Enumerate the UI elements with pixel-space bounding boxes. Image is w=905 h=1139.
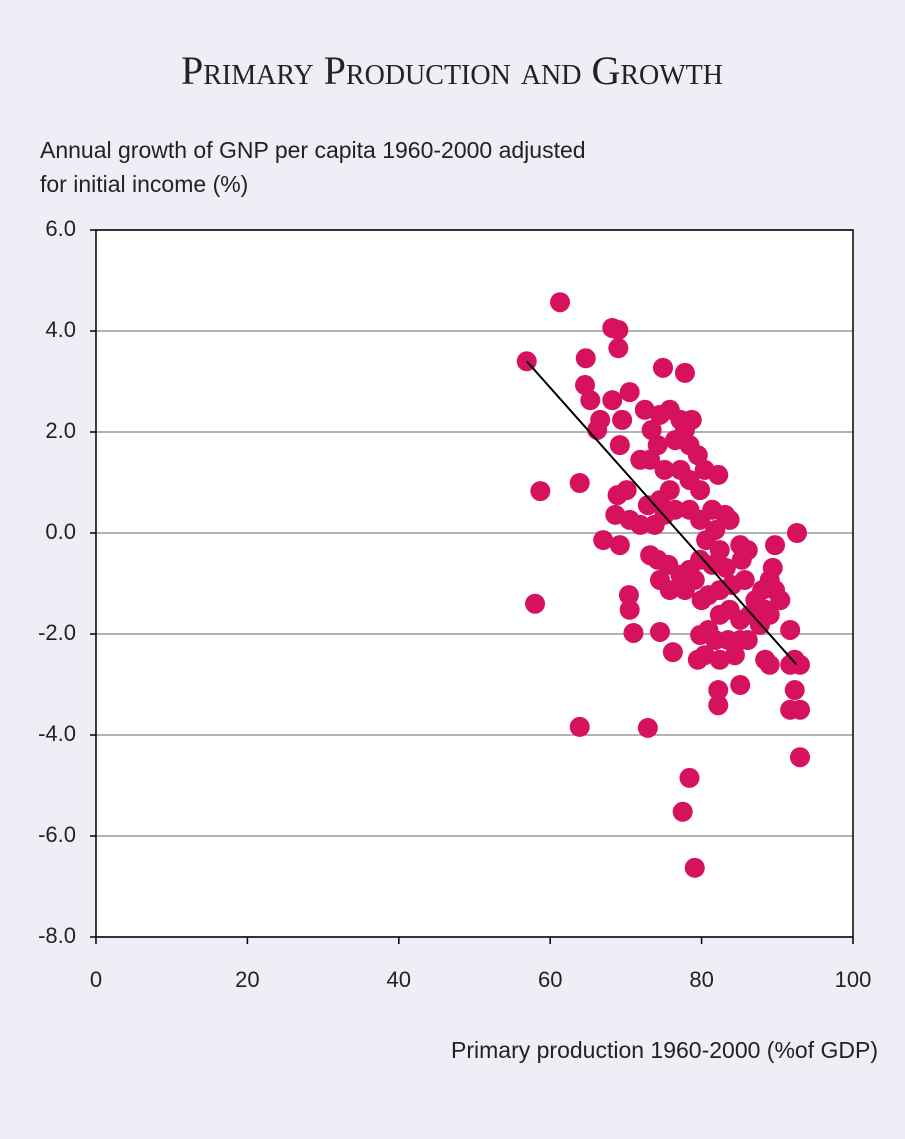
point [784, 680, 805, 701]
point [662, 642, 683, 663]
y-tick-label: -6.0 [38, 822, 76, 847]
point [649, 621, 670, 642]
point [616, 480, 637, 501]
y-tick-label: 2.0 [45, 418, 76, 443]
y-tick-label: -2.0 [38, 620, 76, 645]
point [690, 480, 711, 501]
point [619, 509, 640, 530]
point [730, 675, 751, 696]
point [672, 801, 693, 822]
point [679, 767, 700, 788]
y-tick-label: 0.0 [45, 519, 76, 544]
point [593, 530, 614, 551]
point [696, 530, 717, 551]
point [575, 375, 596, 396]
point [587, 419, 608, 440]
point [780, 699, 801, 720]
point [684, 857, 705, 878]
point [569, 716, 590, 737]
point [609, 435, 630, 456]
point [687, 649, 708, 670]
x-tick-label: 0 [90, 967, 102, 992]
point [709, 604, 730, 625]
x-tick-label: 60 [538, 967, 562, 992]
point [569, 473, 590, 494]
chart-title: Primary Production and Growth [181, 48, 723, 93]
point [575, 348, 596, 369]
x-tick-label: 20 [235, 967, 259, 992]
point [619, 382, 640, 403]
point [608, 319, 629, 340]
point [719, 509, 740, 530]
point [694, 459, 715, 480]
y-tick-label: -8.0 [38, 923, 76, 948]
y-tick-label: 4.0 [45, 317, 76, 342]
point [674, 362, 695, 383]
point [684, 569, 705, 590]
plot-frame [95, 229, 854, 938]
point [550, 292, 571, 313]
point [709, 649, 730, 670]
point [602, 390, 623, 411]
point [580, 390, 601, 411]
point [641, 419, 662, 440]
point [630, 449, 651, 470]
point [623, 622, 644, 643]
y-tick-label: -4.0 [38, 721, 76, 746]
x-tick-label: 40 [387, 967, 411, 992]
point [525, 593, 546, 614]
point [637, 495, 658, 516]
point [765, 535, 786, 556]
point [619, 599, 640, 620]
y-tick-label: 6.0 [45, 216, 76, 241]
point [654, 459, 675, 480]
point [634, 399, 655, 420]
point [765, 580, 786, 601]
point [731, 549, 752, 570]
point [612, 409, 633, 430]
point [640, 545, 661, 566]
point [690, 625, 711, 646]
point [724, 645, 745, 666]
point [708, 680, 729, 701]
point [637, 717, 658, 738]
point [780, 619, 801, 640]
point [734, 569, 755, 590]
point [681, 409, 702, 430]
point [790, 654, 811, 675]
point [737, 630, 758, 651]
point [786, 523, 807, 543]
point [759, 654, 780, 675]
x-tick-label: 100 [835, 967, 872, 992]
point [652, 357, 673, 378]
x-tick-label: 80 [689, 967, 713, 992]
point [755, 599, 776, 620]
point [762, 557, 783, 578]
point [659, 580, 680, 601]
point [609, 535, 630, 556]
point [665, 499, 686, 520]
y-axis-label: Annual growth of GNP per capita 1960-200… [40, 137, 586, 163]
y-axis-label: for initial income (%) [40, 171, 248, 197]
point [670, 459, 691, 480]
point [608, 338, 629, 359]
point [790, 747, 811, 768]
point [530, 481, 551, 502]
point [618, 585, 639, 606]
point [708, 695, 729, 716]
trend-line [525, 360, 797, 665]
x-axis-label: Primary production 1960-2000 (%of GDP) [451, 1037, 878, 1063]
